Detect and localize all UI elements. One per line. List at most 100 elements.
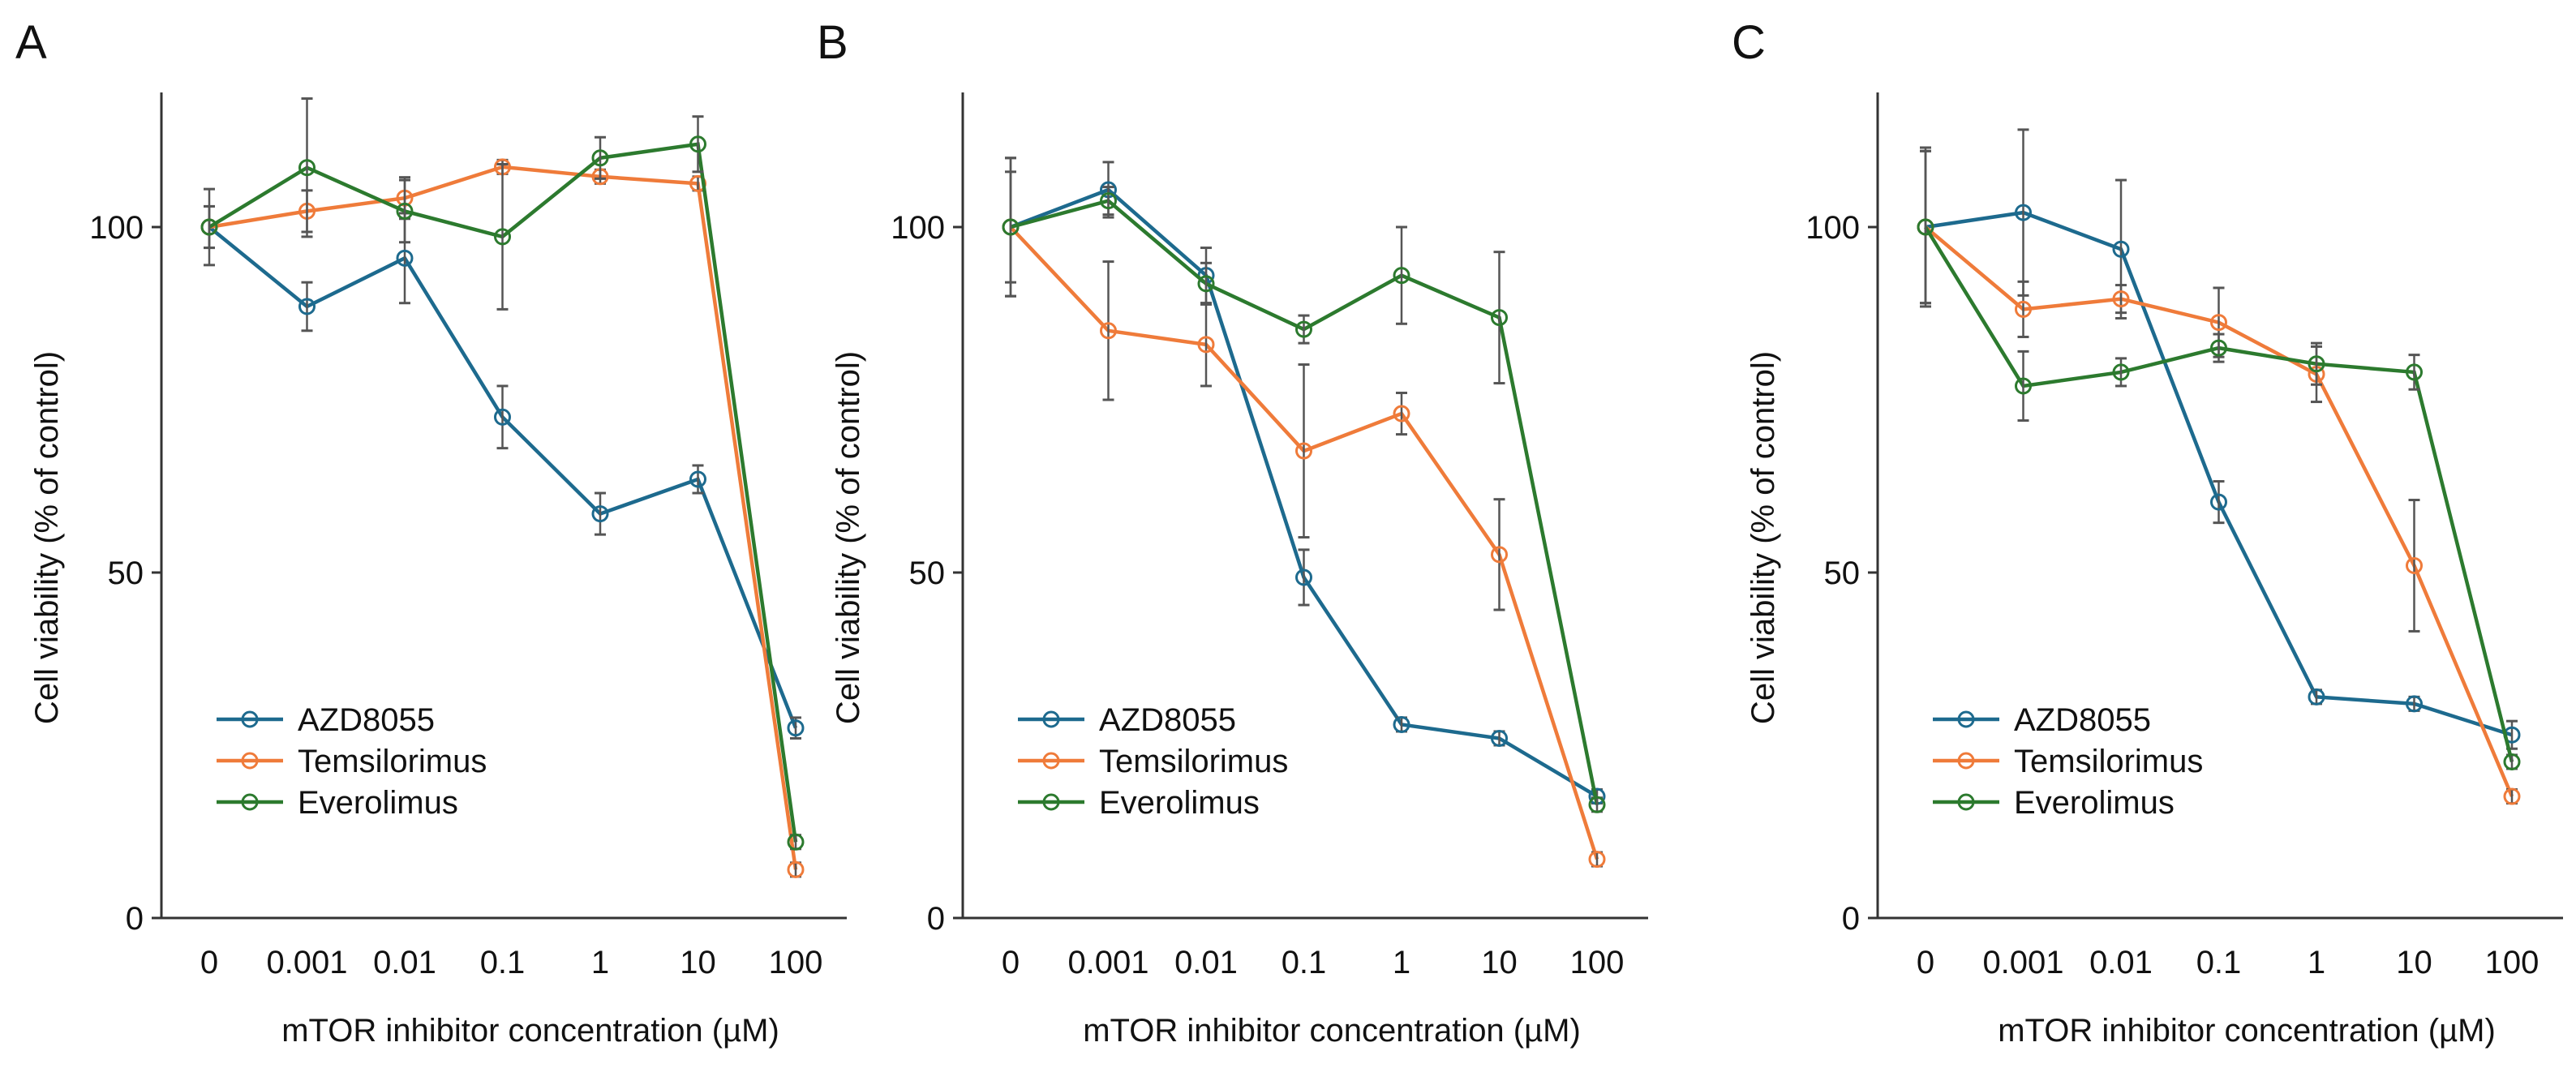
panel-letter: B — [817, 16, 848, 69]
legend-item: Temsilorimus — [217, 744, 487, 779]
legend-label: Temsilorimus — [2014, 744, 2203, 779]
data-point — [1491, 546, 1508, 564]
y-axis-label: Cell viability (% of control) — [1745, 351, 1781, 724]
data-point — [2503, 787, 2521, 805]
x-axis-label: mTOR inhibitor concentration (µM) — [281, 1013, 779, 1049]
data-point — [2210, 493, 2227, 511]
legend-marker — [1957, 793, 1975, 811]
y-tick-label: 100 — [89, 210, 144, 246]
data-point — [1295, 320, 1312, 338]
data-point — [2015, 204, 2032, 221]
data-point — [787, 860, 805, 878]
legend-label: Everolimus — [298, 785, 458, 821]
legend-label: Temsilorimus — [298, 744, 487, 779]
panel-b: B 0 50 100 0 0.001 0.01 0.1 1 10 100 mTOR inhibitor… — [817, 16, 1648, 1049]
legend-label: Everolimus — [2014, 785, 2175, 821]
data-point — [2112, 240, 2130, 258]
data-point — [2112, 363, 2130, 381]
data-point — [1393, 715, 1410, 733]
legend-item: Everolimus — [217, 785, 458, 821]
data-point — [298, 159, 316, 177]
y-tick-label: 0 — [927, 901, 945, 937]
legend-marker — [1042, 793, 1060, 811]
data-point — [1295, 568, 1312, 586]
x-tick-label: 0.01 — [2089, 945, 2153, 980]
legend-item: Everolimus — [1018, 785, 1260, 821]
x-axis-label: mTOR inhibitor concentration (µM) — [1998, 1013, 2496, 1049]
x-tick-label: 10 — [680, 945, 716, 980]
legend-item: Temsilorimus — [1933, 744, 2203, 779]
legend-label: Everolimus — [1099, 785, 1260, 821]
data-point — [2503, 753, 2521, 770]
data-point — [2015, 300, 2032, 318]
data-point — [1002, 218, 1020, 236]
y-tick-label: 100 — [1805, 210, 1860, 246]
legend-item: Temsilorimus — [1018, 744, 1288, 779]
x-tick-label: 100 — [1570, 945, 1625, 980]
x-tick-label: 0.001 — [266, 945, 347, 980]
x-tick-label: 10 — [2396, 945, 2432, 980]
data-point — [2406, 363, 2423, 381]
data-point — [1588, 851, 1606, 869]
data-point — [1491, 309, 1508, 327]
legend-marker — [1957, 752, 1975, 770]
x-tick-label: 100 — [2485, 945, 2540, 980]
y-axis-label: Cell viability (% of control) — [29, 351, 65, 724]
x-tick-label: 0.1 — [480, 945, 526, 980]
legend-item: AZD8055 — [1018, 702, 1236, 738]
legend-item: AZD8055 — [1933, 702, 2151, 738]
data-point — [1295, 442, 1312, 460]
y-tick-label: 50 — [909, 556, 946, 591]
data-point — [1917, 218, 1934, 236]
data-point — [1393, 405, 1410, 423]
data-point — [2210, 314, 2227, 332]
data-point — [494, 408, 511, 426]
data-point — [396, 202, 414, 220]
series-everolimus — [200, 97, 805, 851]
legend-marker — [241, 710, 259, 728]
legend-item: AZD8055 — [217, 702, 435, 738]
y-tick-label: 50 — [1824, 556, 1861, 591]
x-tick-label: 0.1 — [1282, 945, 1327, 980]
y-tick-label: 0 — [126, 901, 144, 937]
x-tick-label: 0 — [200, 945, 218, 980]
data-point — [1588, 796, 1606, 813]
data-point — [2210, 339, 2227, 357]
legend-label: AZD8055 — [2014, 702, 2151, 738]
x-tick-label: 1 — [1393, 945, 1410, 980]
x-tick-label: 0.1 — [2196, 945, 2242, 980]
data-point — [298, 298, 316, 315]
data-point — [2015, 377, 2032, 395]
panel-letter: C — [1732, 16, 1766, 69]
data-point — [591, 505, 609, 523]
data-point — [1100, 322, 1117, 340]
legend-marker — [241, 793, 259, 811]
data-point — [2406, 556, 2423, 574]
data-point — [2406, 695, 2423, 713]
legend-item: Everolimus — [1933, 785, 2175, 821]
data-point — [1197, 336, 1215, 354]
data-point — [200, 218, 218, 236]
x-tick-label: 0.001 — [1067, 945, 1148, 980]
series-azd8055 — [1917, 128, 2521, 750]
panel-a: A 0 50 100 0 0.001 0.01 0.1 1 10 100 mTOR inhibitor… — [15, 16, 847, 1049]
x-tick-label: 0.001 — [1982, 945, 2063, 980]
legend-marker — [1042, 710, 1060, 728]
data-point — [2112, 290, 2130, 308]
data-point — [396, 249, 414, 267]
series-azd8055 — [200, 204, 805, 740]
x-tick-label: 0.01 — [373, 945, 436, 980]
data-point — [494, 228, 511, 246]
x-tick-label: 100 — [769, 945, 823, 980]
x-tick-label: 10 — [1481, 945, 1518, 980]
data-point — [2308, 355, 2325, 373]
y-tick-label: 50 — [108, 556, 144, 591]
panel-c: C 0 50 100 0 0.001 0.01 0.1 1 10 100 mTOR inhibitor… — [1732, 16, 2563, 1049]
legend-marker — [1042, 752, 1060, 770]
x-axis-label: mTOR inhibitor concentration (µM) — [1083, 1013, 1581, 1049]
y-tick-label: 0 — [1842, 901, 1860, 937]
data-point — [787, 833, 805, 851]
x-tick-label: 0 — [1917, 945, 1934, 980]
panel-letter: A — [15, 16, 47, 69]
